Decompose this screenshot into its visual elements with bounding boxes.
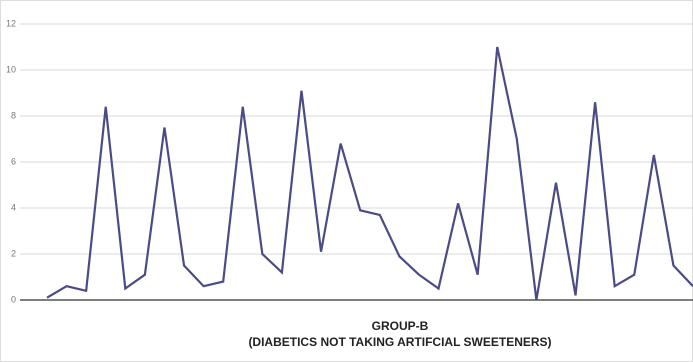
y-tick-label: 12 xyxy=(6,18,16,28)
y-tick-label: 0 xyxy=(11,294,16,304)
data-line xyxy=(46,46,693,301)
y-tick-label: 8 xyxy=(11,110,16,120)
chart-title: GROUP-B xyxy=(372,319,429,333)
y-tick-label: 4 xyxy=(11,202,16,212)
y-tick-label: 10 xyxy=(6,64,16,74)
y-tick-label: 2 xyxy=(11,248,16,258)
chart-subtitle: (DIABETICS NOT TAKING ARTIFCIAL SWEETENE… xyxy=(248,335,551,349)
y-tick-label: 6 xyxy=(11,156,16,166)
